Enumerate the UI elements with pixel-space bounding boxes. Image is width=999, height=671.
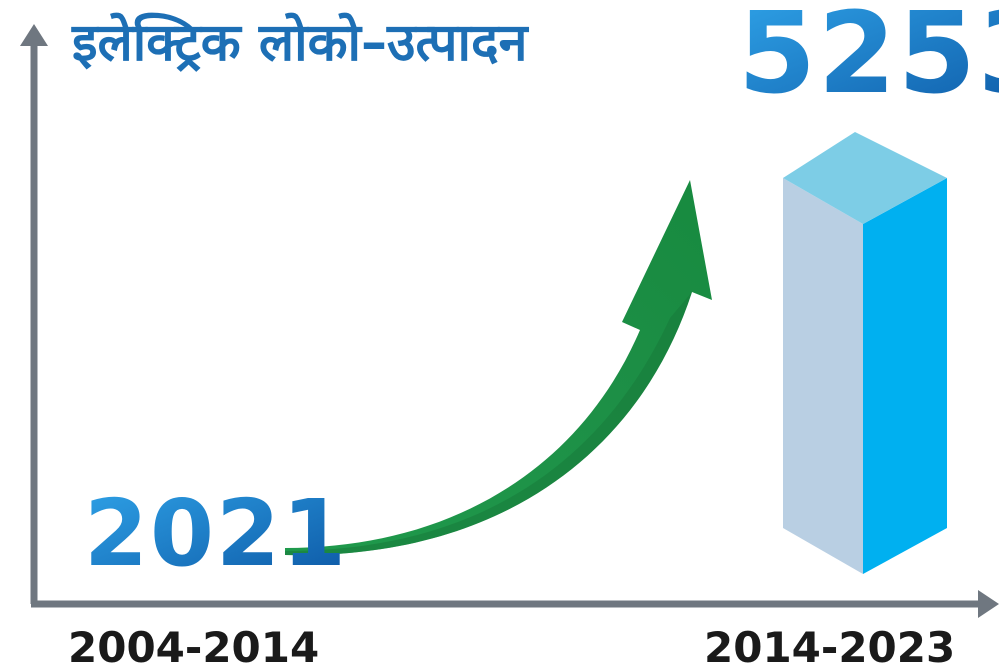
arrow-body <box>285 180 712 556</box>
value-label-2004-2014: 2021 <box>84 480 348 587</box>
x-tick-label-2014-2023: 2014-2023 <box>704 623 955 671</box>
chart-title: इलेक्ट्रिक लोको–उत्पादन <box>71 12 530 73</box>
bar-front-face <box>783 178 863 574</box>
arrow-shade <box>285 292 692 556</box>
bar-2014-2023 <box>783 132 947 574</box>
bar-top-face <box>783 132 947 224</box>
axes <box>20 24 999 618</box>
growth-arrow-icon <box>285 180 712 556</box>
bar-side-face <box>863 178 947 574</box>
x-tick-label-2004-2014: 2004-2014 <box>68 623 319 671</box>
bars <box>783 132 947 574</box>
y-axis-arrowhead <box>20 24 48 46</box>
value-label-2014-2023: 5253 <box>738 0 999 119</box>
x-axis-arrowhead <box>978 590 999 618</box>
